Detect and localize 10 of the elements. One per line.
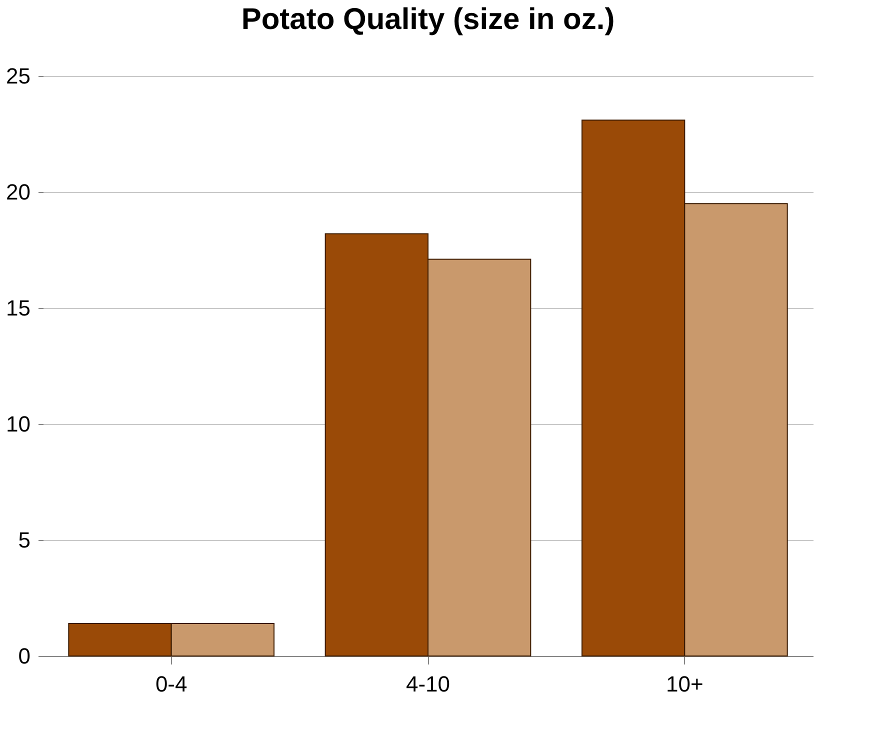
chart-title: Potato Quality (size in oz.) (241, 3, 615, 36)
y-tick-label: 15 (6, 296, 30, 320)
y-tick-label: 0 (18, 644, 30, 668)
y-tick-label: 5 (18, 528, 30, 552)
y-tick-label: 20 (6, 180, 30, 204)
y-tick-label: 10 (6, 412, 30, 436)
x-tick-label: 10+ (666, 672, 704, 696)
x-tick-label: 4-10 (406, 672, 450, 696)
x-tick-label: 0-4 (155, 672, 188, 696)
y-tick-label: 25 (6, 64, 30, 88)
